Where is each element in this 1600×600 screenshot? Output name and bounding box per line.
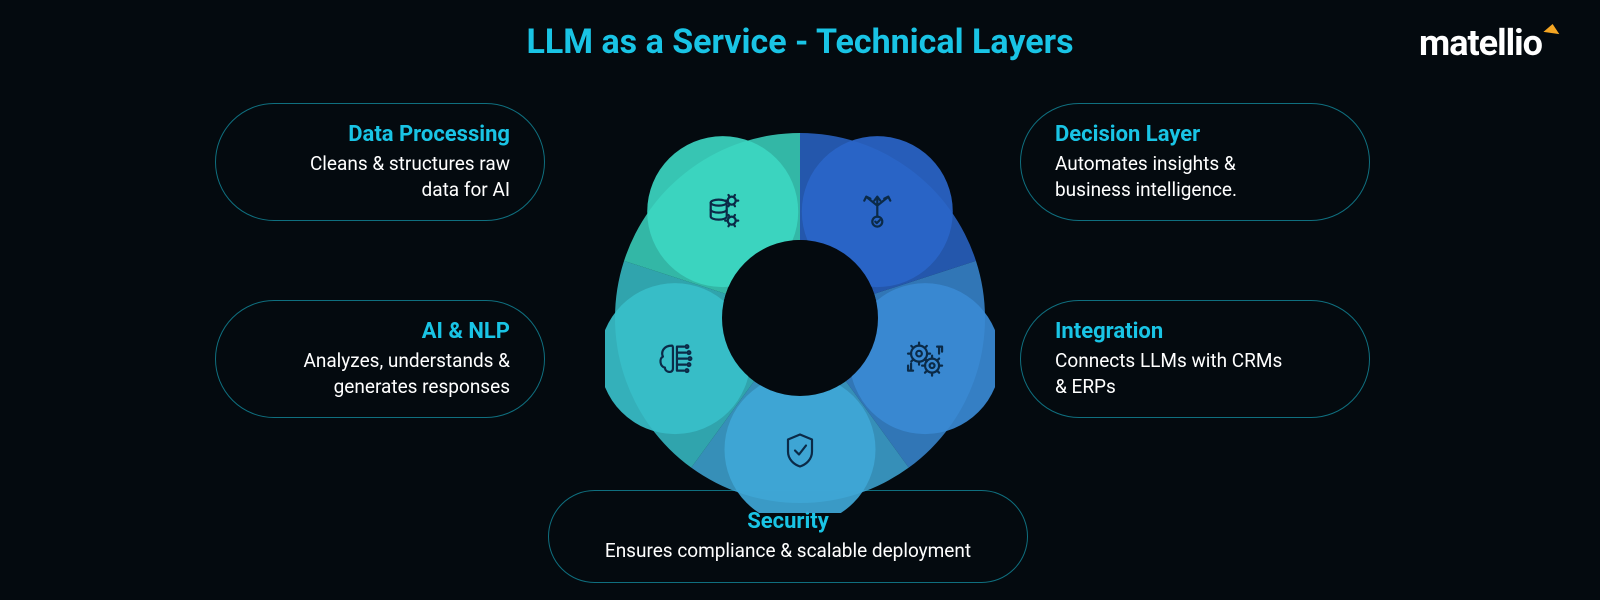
pill-heading: Decision Layer bbox=[1055, 122, 1335, 147]
pill-heading: Integration bbox=[1055, 319, 1335, 344]
pill-desc: Connects LLMs with CRMs& ERPs bbox=[1055, 348, 1335, 399]
pill-desc: Ensures compliance & scalable deployment bbox=[583, 538, 993, 564]
pill-heading: AI & NLP bbox=[250, 319, 510, 344]
brand-logo: matellio bbox=[1419, 22, 1558, 64]
pill-integration: Integration Connects LLMs with CRMs& ERP… bbox=[1020, 300, 1370, 418]
pill-data-processing: Data Processing Cleans & structures rawd… bbox=[215, 103, 545, 221]
donut-chart bbox=[605, 123, 995, 513]
page-title: LLM as a Service - Technical Layers bbox=[0, 22, 1600, 62]
pill-heading: Data Processing bbox=[250, 122, 510, 147]
brand-logo-text: matellio bbox=[1419, 22, 1542, 64]
pill-desc: Cleans & structures rawdata for AI bbox=[250, 151, 510, 202]
pill-desc: Automates insights &business intelligenc… bbox=[1055, 151, 1335, 202]
pill-desc: Analyzes, understands &generates respons… bbox=[250, 348, 510, 399]
brand-logo-accent bbox=[1543, 23, 1560, 34]
pill-decision-layer: Decision Layer Automates insights &busin… bbox=[1020, 103, 1370, 221]
pill-ai-nlp: AI & NLP Analyzes, understands &generate… bbox=[215, 300, 545, 418]
